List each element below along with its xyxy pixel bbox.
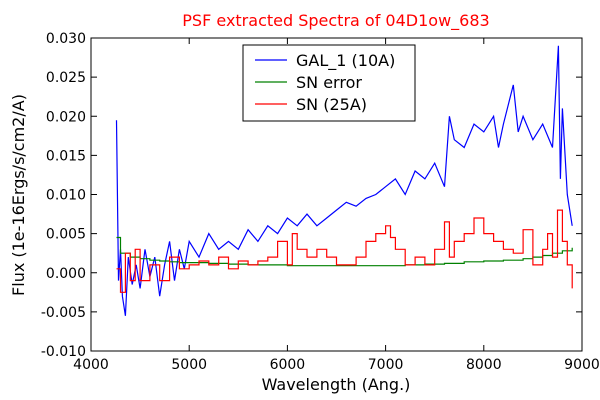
x-tick-label: 8000 (466, 357, 502, 373)
legend-box (242, 44, 416, 122)
x-tick-label: 9000 (564, 357, 600, 373)
x-tick-label: 5000 (171, 357, 207, 373)
y-tick-label: 0.020 (46, 109, 86, 125)
y-tick-label: 0.010 (46, 188, 86, 204)
y-axis-label: Flux (1e-16Ergs/s/cm2/A) (9, 94, 28, 296)
legend: GAL_1 (10A) SN error SN (25A) (242, 44, 416, 122)
x-tick-label: 6000 (270, 357, 306, 373)
legend-label-2: SN (25A) (296, 95, 367, 114)
y-tick-label: -0.010 (41, 344, 86, 360)
chart-title: PSF extracted Spectra of 04D1ow_683 (182, 11, 489, 31)
legend-label-1: SN error (296, 73, 362, 92)
y-tick-label: 0.005 (46, 227, 86, 243)
y-tick-label: 0.015 (46, 148, 86, 164)
y-tick-label: -0.005 (41, 305, 86, 321)
y-tick-label: 0.025 (46, 70, 86, 86)
series-line-2 (116, 209, 573, 293)
x-tick-label: 4000 (73, 357, 109, 373)
series-layer (115, 45, 573, 316)
legend-label-0: GAL_1 (10A) (296, 51, 395, 71)
series-line-0 (115, 45, 573, 316)
x-axis-label: Wavelength (Ang.) (262, 375, 411, 394)
x-axis: 4000 5000 6000 7000 8000 9000 (73, 38, 600, 373)
y-axis: -0.010 -0.005 0.000 0.005 0.010 0.015 0.020 0.0… (41, 31, 582, 360)
y-tick-label: 0.000 (46, 266, 86, 282)
y-tick-label: 0.030 (46, 31, 86, 47)
x-tick-label: 7000 (368, 357, 404, 373)
